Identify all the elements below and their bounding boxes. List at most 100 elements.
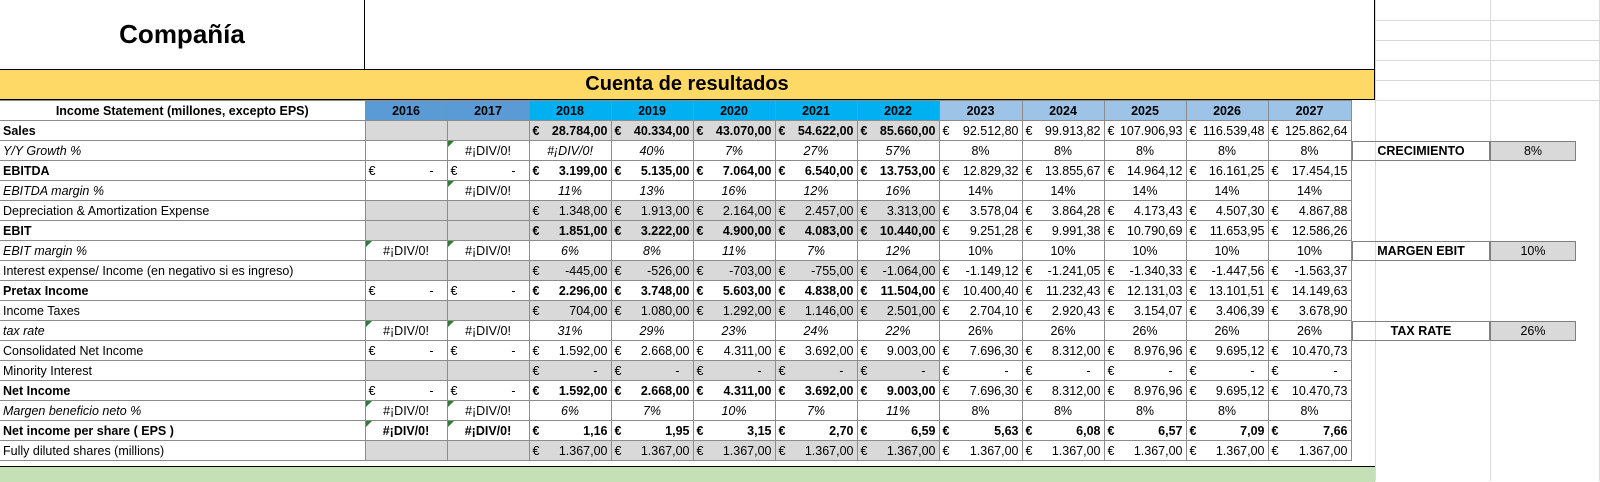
cell-2022[interactable]: 22% [856,320,940,341]
cell-2017[interactable]: #¡DIV/0! [446,180,530,201]
cell-2026[interactable]: 8% [1185,400,1269,421]
cell-2023[interactable]: 14% [938,180,1023,201]
cell-2017[interactable]: € - [446,160,530,181]
cell-2022[interactable]: € -1.064,00 [856,260,940,281]
cell-2017[interactable] [446,360,530,381]
cell-2024[interactable]: 26% [1021,320,1105,341]
cell-2016[interactable]: #¡DIV/0! [364,420,448,441]
cell-2018[interactable]: € -445,00 [528,260,612,281]
cell-2022[interactable]: €10.440,00 [856,220,940,241]
cell-2023[interactable]: €10.400,40 [938,280,1023,301]
cell-2017[interactable] [446,200,530,221]
cell-2016[interactable]: € - [364,380,448,401]
row-label[interactable]: Y/Y Growth % [0,140,366,161]
cell-2022[interactable]: 11% [856,400,940,421]
cell-2025[interactable]: €8.976,96 [1103,380,1187,401]
cell-2022[interactable]: €2.501,00 [856,300,940,321]
cell-2021[interactable]: €1.367,00 [774,440,858,461]
cell-2016[interactable] [364,120,448,141]
cell-2017[interactable] [446,260,530,281]
cell-2024[interactable]: €6,08 [1021,420,1105,441]
cell-2021[interactable]: € - [774,360,858,381]
cell-2026[interactable]: 8% [1185,140,1269,161]
cell-2026[interactable]: 14% [1185,180,1269,201]
cell-2026[interactable]: 26% [1185,320,1269,341]
cell-2025[interactable]: €6,57 [1103,420,1187,441]
cell-2021[interactable]: € -755,00 [774,260,858,281]
cell-2018[interactable]: 31% [528,320,612,341]
cell-2019[interactable]: 29% [610,320,694,341]
row-label[interactable]: Fully diluted shares (millions) [0,440,366,461]
assumption-label[interactable]: MARGEN EBIT [1352,241,1490,261]
cell-2021[interactable]: €3.692,00 [774,340,858,361]
cell-2020[interactable]: € - [692,360,776,381]
cell-2016[interactable]: #¡DIV/0! [364,400,448,421]
cell-2019[interactable]: €5.135,00 [610,160,694,181]
cell-2017[interactable]: € - [446,340,530,361]
cell-2024[interactable]: € - [1021,360,1105,381]
cell-2018[interactable]: €1.851,00 [528,220,612,241]
cell-2022[interactable]: 57% [856,140,940,161]
cell-2024[interactable]: €2.920,43 [1021,300,1105,321]
cell-2023[interactable]: € - [938,360,1023,381]
cell-2025[interactable]: 8% [1103,400,1187,421]
cell-2018[interactable]: €3.199,00 [528,160,612,181]
year-2018[interactable]: 2018 [528,100,612,121]
cell-2019[interactable]: 8% [610,240,694,261]
cell-2025[interactable]: 8% [1103,140,1187,161]
cell-2022[interactable]: 12% [856,240,940,261]
cell-2025[interactable]: €107.906,93 [1103,120,1187,141]
cell-2017[interactable]: € - [446,280,530,301]
cell-2025[interactable]: €10.790,69 [1103,220,1187,241]
cell-2019[interactable]: €1.913,00 [610,200,694,221]
cell-2027[interactable]: €1.367,00 [1267,440,1352,461]
year-2027[interactable]: 2027 [1267,100,1352,121]
cell-2016[interactable] [364,220,448,241]
cell-2019[interactable]: €1.367,00 [610,440,694,461]
cell-2027[interactable]: € -1.563,37 [1267,260,1352,281]
row-label[interactable]: Sales [0,120,366,141]
cell-2025[interactable]: €14.964,12 [1103,160,1187,181]
cell-2025[interactable]: € -1.340,33 [1103,260,1187,281]
year-2020[interactable]: 2020 [692,100,776,121]
cell-2016[interactable] [364,200,448,221]
cell-2018[interactable]: €28.784,00 [528,120,612,141]
cell-2018[interactable]: 11% [528,180,612,201]
year-2021[interactable]: 2021 [774,100,858,121]
row-label[interactable]: Interest expense/ Income (en negativo si… [0,260,366,281]
cell-2016[interactable]: € - [364,160,448,181]
year-2019[interactable]: 2019 [610,100,694,121]
cell-2027[interactable]: €10.470,73 [1267,340,1352,361]
cell-2023[interactable]: €92.512,80 [938,120,1023,141]
cell-2027[interactable]: €3.678,90 [1267,300,1352,321]
row-label[interactable]: Consolidated Net Income [0,340,366,361]
cell-2027[interactable]: € - [1267,360,1352,381]
cell-2022[interactable]: €6,59 [856,420,940,441]
cell-2019[interactable]: €1,95 [610,420,694,441]
cell-2026[interactable]: €13.101,51 [1185,280,1269,301]
cell-2020[interactable]: €7.064,00 [692,160,776,181]
cell-2017[interactable]: #¡DIV/0! [446,420,530,441]
cell-2019[interactable]: €3.222,00 [610,220,694,241]
year-2016[interactable]: 2016 [364,100,448,121]
cell-2018[interactable]: €704,00 [528,300,612,321]
cell-2016[interactable] [364,360,448,381]
row-label[interactable]: Pretax Income [0,280,366,301]
cell-2017[interactable]: #¡DIV/0! [446,140,530,161]
cell-2019[interactable]: €2.668,00 [610,380,694,401]
cell-2027[interactable]: 8% [1267,140,1352,161]
cell-2023[interactable]: € -1.149,12 [938,260,1023,281]
cell-2025[interactable]: 26% [1103,320,1187,341]
cell-2026[interactable]: €4.507,30 [1185,200,1269,221]
cell-2019[interactable]: 40% [610,140,694,161]
cell-2023[interactable]: €7.696,30 [938,380,1023,401]
cell-2016[interactable]: € - [364,340,448,361]
cell-2016[interactable]: #¡DIV/0! [364,320,448,341]
cell-2025[interactable]: €12.131,03 [1103,280,1187,301]
cell-2020[interactable]: 10% [692,400,776,421]
cell-2018[interactable]: #¡DIV/0! [528,140,612,161]
year-2024[interactable]: 2024 [1021,100,1105,121]
section-banner[interactable]: Cuenta de resultados [0,69,1375,100]
cell-2018[interactable]: € - [528,360,612,381]
cell-2024[interactable]: €9.991,38 [1021,220,1105,241]
